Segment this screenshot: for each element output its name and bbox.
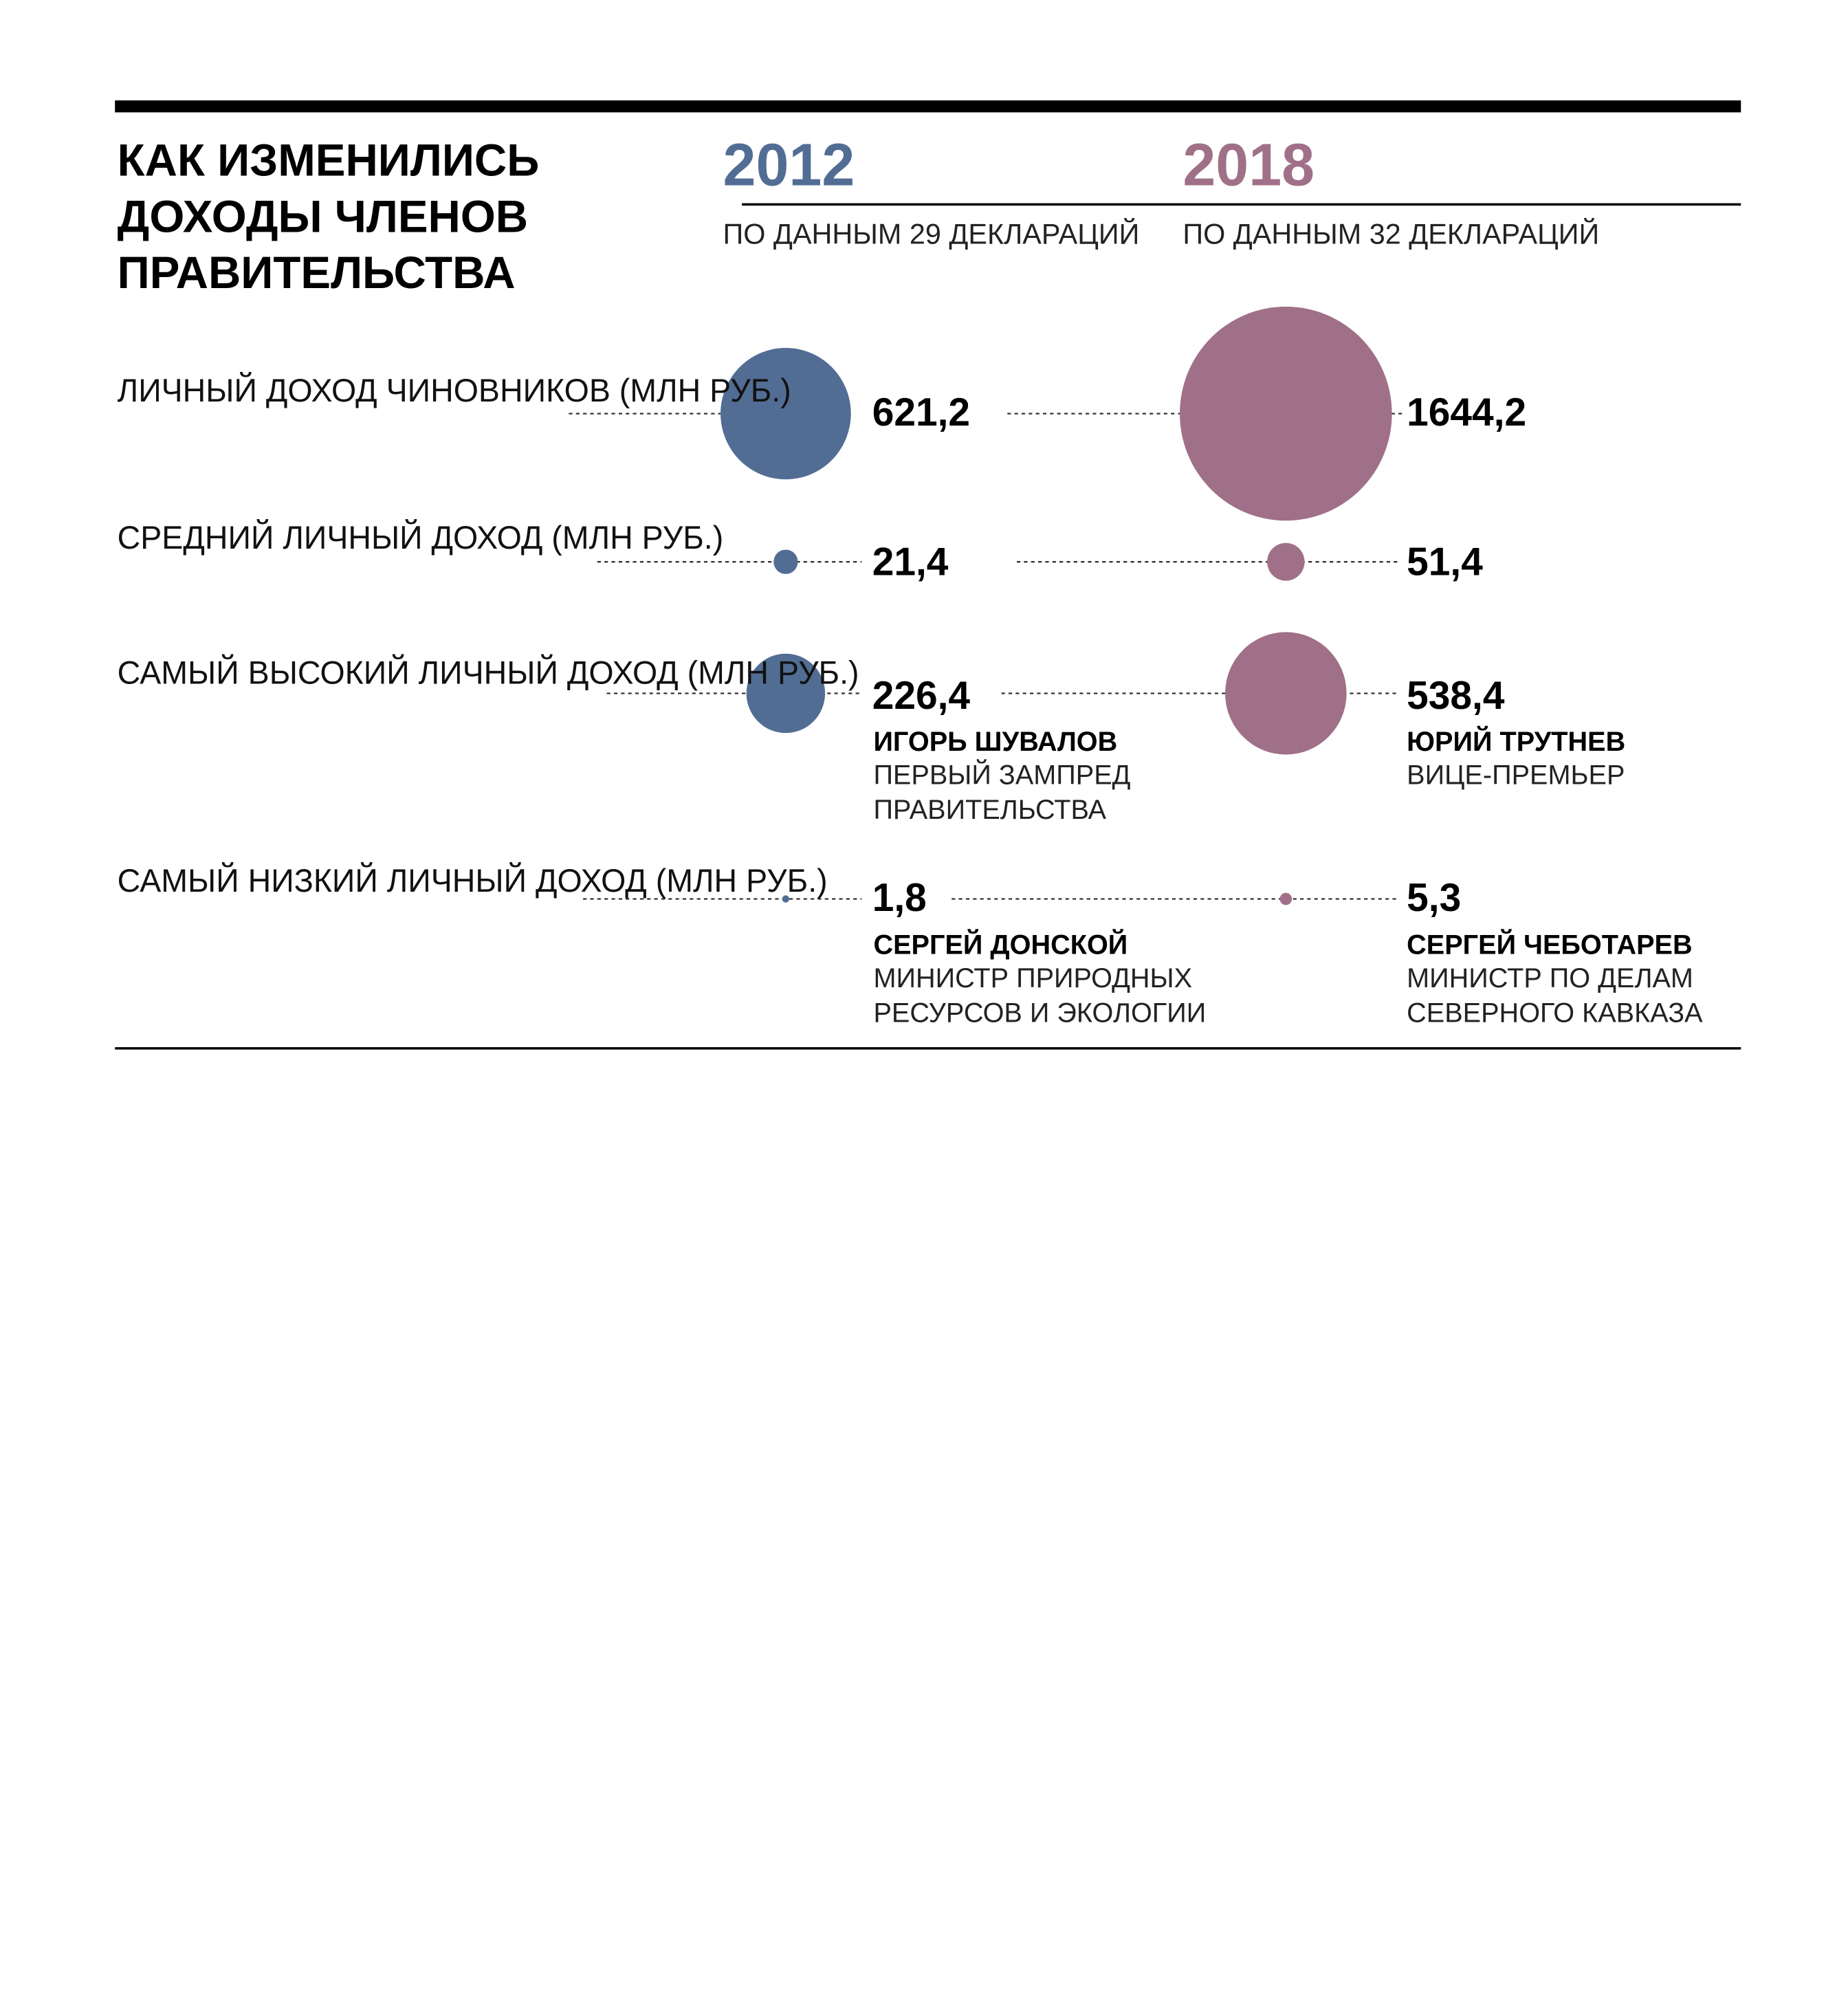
value-2012-average: 21,4 — [872, 539, 949, 584]
source-2018: ПО ДАННЫМ 32 ДЕКЛАРАЦИЙ — [1182, 219, 1600, 252]
year-rule — [742, 203, 1741, 206]
row-label-total: ЛИЧНЫЙ ДОХОД ЧИНОВНИКОВ (МЛН РУБ.) — [118, 372, 791, 410]
bubble-chart — [569, 306, 1403, 905]
row-label-max: САМЫЙ ВЫСОКИЙ ЛИЧНЫЙ ДОХОД (МЛН РУБ.) — [118, 654, 859, 692]
person-role-2012-max: ПЕРВЫЙ ЗАМПРЕД ПРАВИТЕЛЬСТВА — [873, 759, 1131, 825]
bubble-2012-row-4 — [782, 895, 790, 903]
person-role-2018-min: МИНИСТР ПО ДЕЛАМ СЕВЕРНОГО КАВКАЗА — [1407, 962, 1703, 1029]
row-label-text: СРЕДНИЙ ЛИЧНЫЙ ДОХОД (МЛН РУБ.) — [117, 520, 724, 556]
bubble-2018-row-1 — [1180, 306, 1392, 521]
person-name-2012-min: СЕРГЕЙ ДОНСКОЙ — [873, 928, 1128, 960]
year-2018-label: 2018 — [1182, 131, 1315, 199]
value-2018-total: 1644,2 — [1407, 389, 1527, 435]
value-2018-max: 538,4 — [1407, 672, 1505, 718]
value-2012-total: 621,2 — [872, 389, 971, 435]
row-label-text: САМЫЙ ВЫСОКИЙ ЛИЧНЫЙ ДОХОД (МЛН РУБ.) — [117, 655, 859, 691]
row-label-min: САМЫЙ НИЗКИЙ ЛИЧНЫЙ ДОХОД (МЛН РУБ.) — [118, 862, 828, 901]
page-title: КАК ИЗМЕНИЛИСЬ ДОХОДЫ ЧЛЕНОВ ПРАВИТЕЛЬСТ… — [117, 136, 540, 299]
value-2012-max: 226,4 — [872, 672, 971, 718]
person-name-2018-min: СЕРГЕЙ ЧЕБОТАРЕВ — [1407, 928, 1693, 960]
value-2018-average: 51,4 — [1407, 539, 1483, 584]
bubble-2018-row-4 — [1279, 892, 1292, 905]
bubble-2018-row-3 — [1225, 632, 1347, 755]
top-rule — [115, 100, 1741, 113]
value-2012-min: 1,8 — [872, 875, 927, 920]
person-role-2012-min: МИНИСТР ПРИРОДНЫХ РЕСУРСОВ И ЭКОЛОГИИ — [873, 962, 1207, 1029]
bottom-rule — [115, 1047, 1741, 1050]
person-name-2018-max: ЮРИЙ ТРУТНЕВ — [1407, 725, 1626, 757]
row-label-average: СРЕДНИЙ ЛИЧНЫЙ ДОХОД (МЛН РУБ.) — [118, 519, 724, 558]
year-2012-label: 2012 — [723, 131, 855, 199]
value-2018-min: 5,3 — [1407, 875, 1462, 920]
source-2012: ПО ДАННЫМ 29 ДЕКЛАРАЦИЙ — [723, 219, 1140, 252]
bubble-2012-row-1 — [720, 347, 851, 480]
bubble-2012-row-2 — [773, 549, 798, 574]
bubble-2018-row-2 — [1267, 542, 1305, 581]
row-label-text: САМЫЙ НИЗКИЙ ЛИЧНЫЙ ДОХОД (МЛН РУБ.) — [117, 863, 828, 899]
person-role-2018-max: ВИЦЕ-ПРЕМЬЕР — [1407, 759, 1625, 791]
person-name-2012-max: ИГОРЬ ШУВАЛОВ — [873, 725, 1118, 757]
row-label-text: ЛИЧНЫЙ ДОХОД ЧИНОВНИКОВ (МЛН РУБ.) — [117, 373, 791, 409]
bubble-2012-row-3 — [746, 653, 826, 734]
